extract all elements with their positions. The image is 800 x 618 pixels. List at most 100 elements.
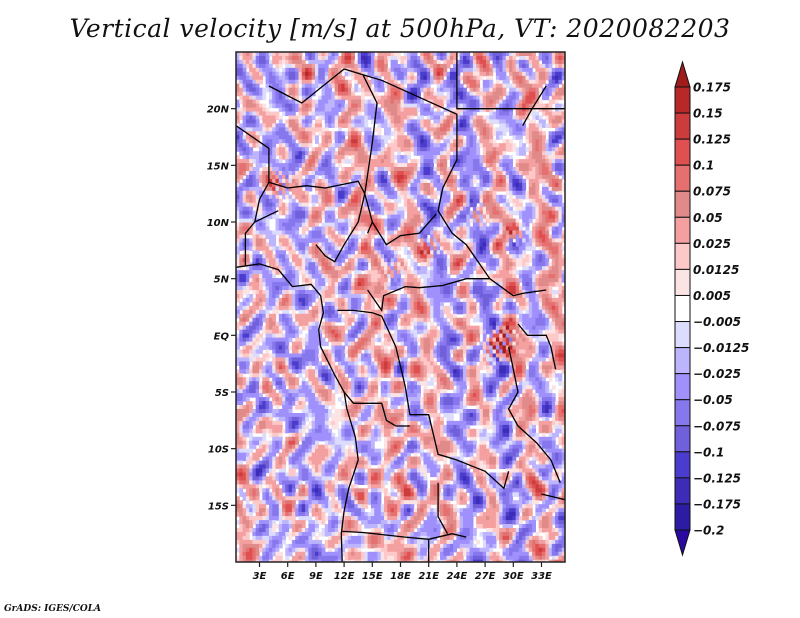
field-cell: [305, 171, 309, 176]
field-cell: [265, 186, 270, 192]
field-cell: [380, 115, 385, 121]
field-cell: [482, 214, 487, 220]
field-cell: [328, 103, 332, 109]
field-cell: [341, 79, 346, 85]
field-cell: [426, 79, 431, 85]
field-cell: [311, 242, 316, 247]
field-cell: [499, 131, 504, 136]
field-cell: [390, 230, 395, 236]
field-cell: [440, 95, 444, 101]
field-cell: [548, 56, 553, 61]
field-cell: [486, 59, 490, 65]
field-cell: [466, 131, 471, 136]
field-cell: [555, 63, 559, 69]
field-cell: [384, 95, 388, 101]
field-cell: [252, 123, 257, 128]
field-cell: [308, 119, 313, 124]
field-cell: [318, 155, 323, 160]
field-cell: [538, 214, 543, 220]
field-cell: [255, 59, 260, 65]
field-cell: [265, 63, 270, 69]
field-cell: [466, 127, 471, 132]
field-cell: [291, 186, 296, 192]
field-cell: [318, 163, 323, 168]
field-cell: [459, 115, 464, 121]
field-cell: [387, 56, 392, 61]
field-cell: [259, 131, 263, 136]
field-cell: [472, 242, 477, 247]
field-cell: [380, 202, 385, 208]
field-cell: [469, 59, 474, 65]
field-cell: [236, 63, 240, 69]
field-cell: [433, 135, 438, 140]
field-cell: [512, 95, 517, 101]
field-cell: [361, 159, 365, 164]
field-cell: [282, 186, 286, 192]
field-cell: [239, 182, 244, 188]
field-cell: [518, 159, 523, 164]
field-cell: [308, 234, 313, 240]
field-cell: [236, 230, 240, 236]
field-cell: [341, 258, 346, 263]
field-cell: [318, 56, 323, 61]
field-cell: [522, 250, 527, 255]
field-cell: [265, 111, 270, 117]
field-cell: [456, 242, 461, 247]
field-cell: [347, 182, 352, 188]
field-cell: [443, 95, 448, 101]
field-cell: [272, 103, 277, 109]
field-cell: [282, 202, 286, 208]
field-cell: [315, 163, 319, 168]
field-cell: [318, 67, 323, 73]
field-cell: [351, 234, 355, 240]
field-cell: [265, 175, 270, 180]
field-cell: [298, 139, 303, 144]
field-cell: [275, 99, 280, 105]
field-cell: [357, 135, 362, 140]
field-cell: [423, 127, 428, 132]
field-cell: [476, 242, 481, 247]
field-cell: [482, 155, 487, 160]
field-cell: [242, 163, 247, 168]
field-cell: [463, 190, 467, 196]
field-cell: [328, 59, 332, 65]
field-cell: [318, 95, 323, 101]
field-cell: [351, 242, 355, 247]
field-cell: [551, 250, 556, 255]
field-cell: [407, 123, 411, 128]
field-cell: [364, 119, 369, 124]
field-cell: [265, 71, 270, 77]
field-cell: [486, 202, 490, 208]
field-cell: [298, 67, 303, 73]
field-cell: [308, 115, 313, 121]
field-cell: [361, 262, 365, 267]
field-cell: [301, 63, 306, 69]
field-cell: [528, 67, 533, 73]
field-cell: [476, 254, 481, 259]
field-cell: [489, 143, 494, 148]
field-cell: [397, 52, 402, 57]
field-cell: [449, 222, 454, 228]
field-cell: [331, 143, 336, 148]
field-cell: [344, 222, 349, 228]
field-cell: [390, 202, 395, 208]
field-cell: [400, 258, 405, 263]
field-cell: [449, 210, 454, 216]
field-cell: [509, 198, 513, 204]
field-cell: [433, 210, 438, 216]
field-cell: [456, 119, 461, 124]
field-cell: [367, 178, 372, 184]
field-cell: [512, 67, 517, 73]
field-cell: [318, 258, 323, 263]
field-cell: [423, 119, 428, 124]
field-cell: [403, 190, 408, 196]
field-cell: [288, 198, 293, 204]
field-cell: [288, 99, 293, 105]
field-cell: [321, 198, 326, 204]
field-cell: [305, 210, 309, 216]
field-cell: [285, 242, 290, 247]
field-cell: [268, 194, 273, 200]
field-cell: [361, 242, 365, 247]
field-cell: [413, 159, 418, 164]
field-cell: [525, 230, 530, 236]
